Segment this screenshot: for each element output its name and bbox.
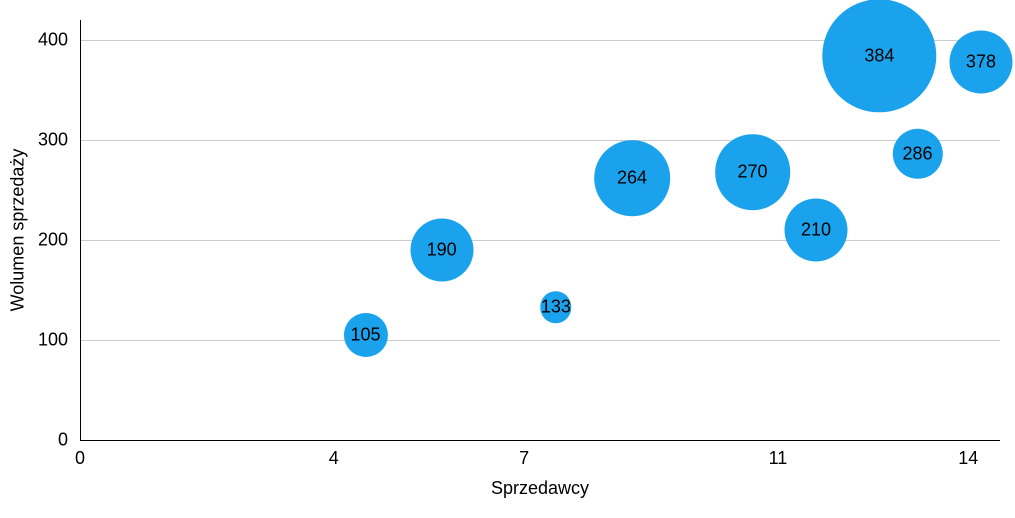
plot-area: 105 190 133 264 270 210 384 286 378 (80, 20, 1000, 440)
bubble-label: 286 (902, 144, 932, 165)
gridline (80, 240, 1000, 241)
bubble-label: 378 (966, 52, 996, 73)
bubble-chart: 105 190 133 264 270 210 384 286 378 Wolumen sprz… (0, 0, 1015, 518)
x-axis-line (80, 440, 1000, 441)
gridline (80, 340, 1000, 341)
x-tick-label: 7 (519, 448, 529, 469)
x-axis-title: Sprzedawcy (491, 478, 589, 499)
bubble-label: 264 (617, 168, 647, 189)
bubble-label: 105 (350, 325, 380, 346)
x-tick-label: 11 (769, 448, 788, 469)
gridline (80, 140, 1000, 141)
y-axis-line (80, 20, 81, 440)
y-axis-title: Wolumen sprzedaży (8, 149, 29, 312)
bubble-label: 210 (801, 220, 831, 241)
bubble-label: 133 (541, 297, 571, 318)
x-tick-label: 0 (75, 448, 85, 469)
bubble-label: 384 (864, 46, 894, 67)
x-tick-label: 4 (329, 448, 339, 469)
bubble-label: 270 (738, 162, 768, 183)
x-tick-label: 14 (958, 448, 978, 469)
bubble-label: 190 (427, 240, 457, 261)
